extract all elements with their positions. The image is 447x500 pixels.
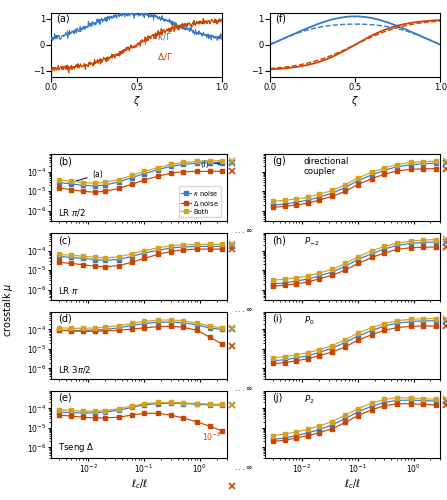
X-axis label: $\ell_c/\ell$: $\ell_c/\ell$ [344,478,361,492]
Text: (f): (f) [200,160,221,169]
Text: (h): (h) [272,235,286,245]
Text: (c): (c) [59,235,72,245]
Legend: $\kappa$ noise, $\Delta$ noise, Both: $\kappa$ noise, $\Delta$ noise, Both [179,186,222,217]
Text: LR $\pi/2$: LR $\pi/2$ [59,206,86,218]
Text: $10^{-8}$: $10^{-8}$ [202,430,221,442]
Text: $...\infty$: $...\infty$ [234,384,254,393]
Text: (j): (j) [272,392,283,402]
Text: $...\infty$: $...\infty$ [234,305,254,314]
Text: $P_2$: $P_2$ [304,394,314,406]
Text: Tseng $\Delta$: Tseng $\Delta$ [59,441,95,454]
Text: (g): (g) [272,156,286,166]
X-axis label: $\ell_c/\ell$: $\ell_c/\ell$ [131,478,148,492]
Text: (d): (d) [59,314,72,324]
Text: (i): (i) [272,314,283,324]
Text: $\kappa/\Gamma$: $\kappa/\Gamma$ [157,32,173,42]
Text: $...\infty$: $...\infty$ [234,226,254,235]
Text: (e): (e) [59,392,72,402]
Text: (b): (b) [59,156,72,166]
X-axis label: $\zeta$: $\zeta$ [133,94,140,108]
Text: (f): (f) [275,14,286,24]
Text: $P_{-2}$: $P_{-2}$ [304,236,319,248]
Text: LR $\pi$: LR $\pi$ [59,286,79,296]
Text: directional
coupler: directional coupler [304,157,349,176]
Text: (a): (a) [56,14,70,24]
X-axis label: $\zeta$: $\zeta$ [351,94,359,108]
Text: (a): (a) [68,170,103,184]
Text: $...\infty$: $...\infty$ [234,463,254,472]
Text: $\Delta/\Gamma$: $\Delta/\Gamma$ [157,51,173,62]
Text: crosstalk $\mu$: crosstalk $\mu$ [1,282,15,338]
Text: LR $3\pi/2$: LR $3\pi/2$ [59,364,92,376]
Text: $P_0$: $P_0$ [304,314,314,327]
